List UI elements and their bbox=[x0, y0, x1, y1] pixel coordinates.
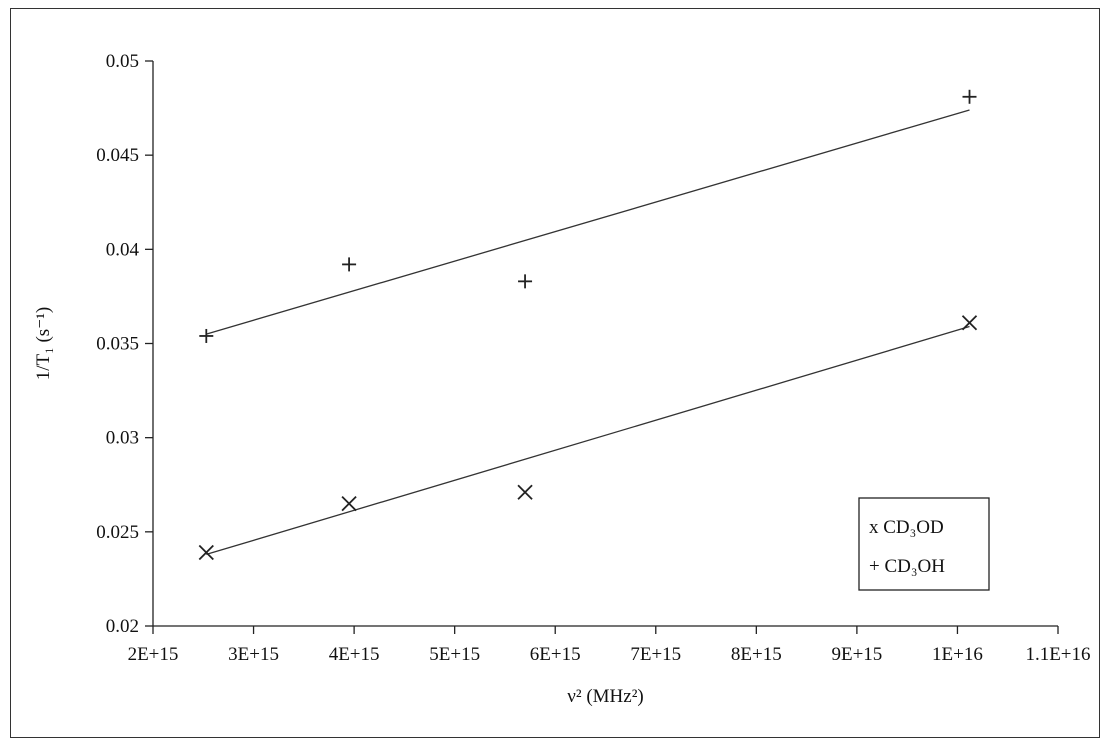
y-axis-title: 1/T₁ (s⁻¹) bbox=[33, 307, 54, 381]
x-marker-stroke bbox=[341, 495, 357, 512]
y-tick-label: 0.03 bbox=[106, 428, 139, 449]
x-tick-label: 2E+15 bbox=[128, 644, 179, 665]
trendline-cd3od bbox=[206, 325, 970, 556]
chart-frame: 0.02 0.025 0.03 0.035 0.04 0.045 0.05 2E+15 3E+1… bbox=[10, 8, 1100, 738]
x-tick-label: 4E+15 bbox=[329, 644, 380, 665]
point-cd3oh bbox=[962, 89, 977, 104]
point-cd3od bbox=[198, 544, 214, 561]
data-markers bbox=[198, 89, 978, 561]
x-tick-label: 1E+16 bbox=[932, 644, 983, 665]
x-tick-label: 1.1E+16 bbox=[1025, 644, 1090, 665]
trendlines bbox=[206, 109, 970, 556]
point-cd3od bbox=[961, 315, 978, 331]
legend-entry-cd3od: x CD₃OD bbox=[869, 517, 944, 538]
y-tick-label: 0.05 bbox=[106, 51, 139, 72]
x-tick-label: 8E+15 bbox=[731, 644, 782, 665]
x-tick-label: 7E+15 bbox=[630, 644, 681, 665]
point-cd3oh bbox=[199, 328, 214, 343]
x-tick-label: 3E+15 bbox=[228, 644, 279, 665]
chart-svg: 0.02 0.025 0.03 0.035 0.04 0.045 0.05 2E+15 3E+1… bbox=[33, 51, 1091, 707]
x-tick-label: 6E+15 bbox=[530, 644, 581, 665]
point-cd3oh bbox=[518, 274, 533, 289]
legend: x CD₃OD + CD₃OH bbox=[858, 497, 990, 591]
y-tick-label: 0.025 bbox=[96, 522, 139, 543]
x-marker-stroke bbox=[198, 544, 214, 561]
point-cd3od bbox=[341, 495, 357, 512]
point-cd3od bbox=[517, 484, 533, 500]
legend-box bbox=[858, 497, 990, 591]
axes: 0.02 0.025 0.03 0.035 0.04 0.045 0.05 2E+15 3E+1… bbox=[96, 51, 1090, 665]
legend-entry-cd3oh: + CD₃OH bbox=[869, 556, 945, 577]
x-tick-label: 5E+15 bbox=[429, 644, 480, 665]
x-marker-stroke bbox=[961, 315, 978, 331]
y-tick-label: 0.045 bbox=[96, 145, 139, 166]
y-tick-label: 0.035 bbox=[96, 334, 139, 355]
x-tick-label: 9E+15 bbox=[831, 644, 882, 665]
trendline-cd3oh bbox=[206, 109, 970, 335]
x-marker-stroke bbox=[517, 484, 533, 500]
point-cd3oh bbox=[342, 257, 357, 272]
y-tick-label: 0.02 bbox=[106, 616, 139, 637]
y-tick-label: 0.04 bbox=[106, 239, 140, 260]
x-axis-title: ν² (MHz²) bbox=[567, 686, 643, 707]
